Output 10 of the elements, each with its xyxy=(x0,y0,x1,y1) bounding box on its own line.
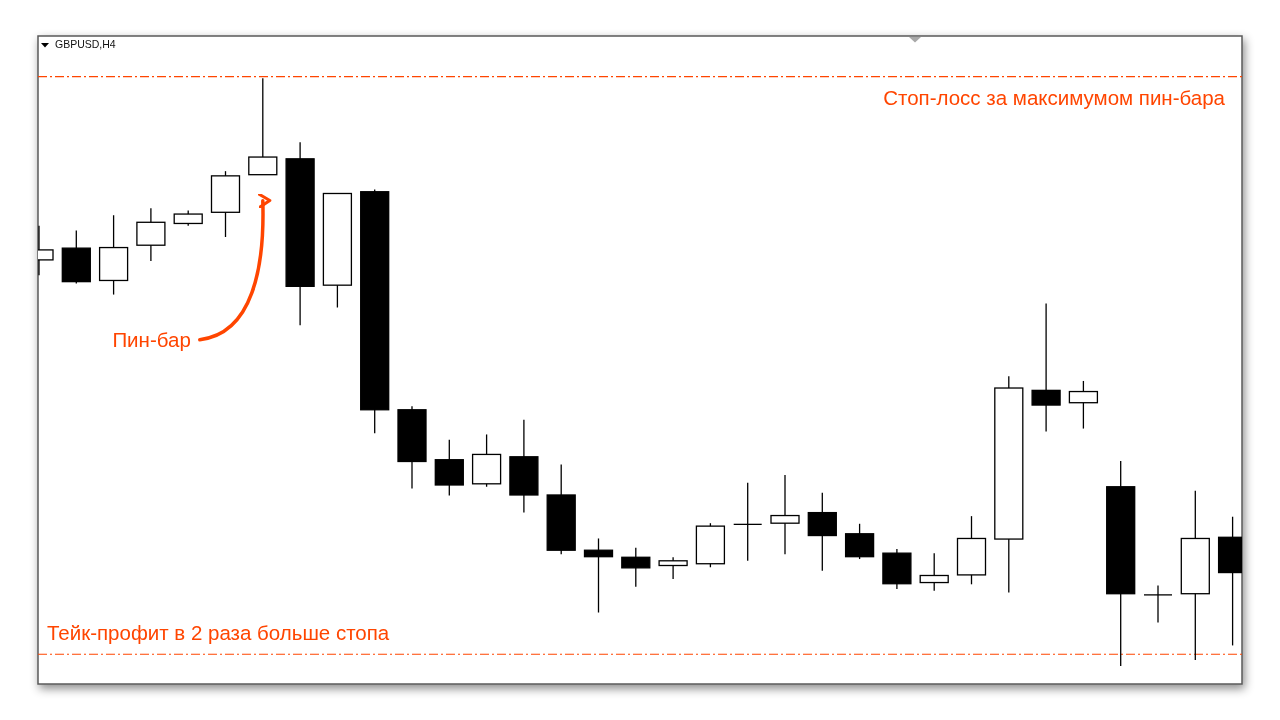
ref-line-label: Тейк-профит в 2 раза больше стопа xyxy=(47,621,390,645)
annotation: Пин-бар xyxy=(112,327,191,351)
candlestick xyxy=(919,552,949,592)
candlestick xyxy=(770,474,800,555)
ref-line-label: Стоп-лосс за максимумом пин-бара xyxy=(883,85,1226,109)
candlestick xyxy=(733,481,763,562)
chart-title: GBPUSD,H4 xyxy=(55,38,116,50)
candlestick xyxy=(583,537,614,614)
candlestick xyxy=(1031,302,1061,433)
candlestick xyxy=(1143,584,1173,624)
